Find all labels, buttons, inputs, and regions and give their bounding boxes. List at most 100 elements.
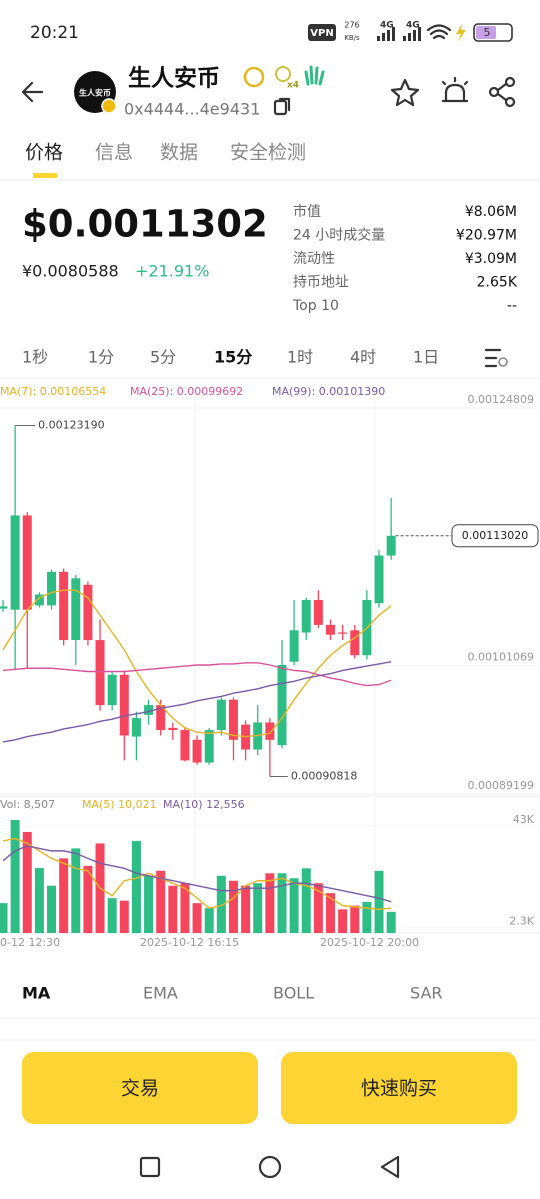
candle-body	[350, 630, 360, 656]
y-tick-label: 0.00089199	[468, 779, 534, 792]
quick-buy-button-label: 快速购买	[361, 1078, 437, 1100]
battery	[473, 23, 513, 42]
timeframe[interactable]: 1秒	[22, 348, 48, 367]
chart-settings-dot	[498, 357, 508, 367]
volume-bar	[168, 885, 178, 933]
net-type: 4G	[406, 21, 420, 31]
signal-1	[377, 27, 395, 41]
candle-body	[107, 674, 117, 706]
volume-bar	[0, 903, 8, 933]
net-speed: 276	[344, 21, 359, 30]
indicator-active[interactable]: MA	[22, 984, 51, 1003]
price-usd: $0.0011302	[22, 203, 268, 246]
tab-active[interactable]: 价格	[25, 142, 63, 164]
timeframe[interactable]: 4时	[350, 348, 376, 367]
stat-value: 2.65K	[477, 275, 518, 291]
v-icon	[275, 66, 291, 82]
quick-buy-button[interactable]	[281, 1052, 517, 1124]
timeframe[interactable]: 5分	[150, 348, 176, 367]
tab[interactable]: 信息	[95, 142, 133, 164]
indicator[interactable]: BOLL	[273, 984, 314, 1003]
candle-body	[83, 584, 93, 641]
candle-body	[71, 578, 81, 641]
candle-body	[289, 630, 299, 662]
volume-bar	[362, 901, 372, 933]
volume-bar	[10, 820, 20, 933]
candle-body	[131, 718, 141, 737]
charge-icon	[456, 24, 466, 42]
timeframe-active[interactable]: 15分	[214, 348, 252, 367]
nav-recent[interactable]	[139, 1156, 161, 1178]
volume-bar	[386, 911, 396, 933]
contract-address: 0x4444...4e9431	[124, 100, 260, 119]
favorite-button[interactable]	[390, 78, 420, 107]
stat-label: 流动性	[293, 251, 335, 267]
badge-count: x4	[287, 81, 299, 91]
volume-bar	[34, 868, 44, 933]
volume-bar	[301, 868, 311, 933]
candle-body	[95, 640, 105, 706]
back-button[interactable]	[21, 81, 44, 103]
alert-button[interactable]	[441, 76, 469, 103]
candle-body	[204, 730, 214, 763]
volume-bar	[156, 870, 166, 933]
volume-bar	[59, 858, 69, 933]
indicator[interactable]: EMA	[143, 984, 178, 1003]
timeframe[interactable]: 1日	[413, 348, 439, 367]
volume-ma-line	[2, 837, 392, 911]
vpn: VPN	[310, 28, 333, 39]
ma-line	[2, 662, 392, 687]
stat-label: 市值	[293, 203, 321, 220]
candle-body	[277, 664, 287, 746]
share-button[interactable]	[488, 76, 516, 108]
volume-bar	[47, 885, 57, 933]
stat-value: ¥20.97M	[456, 228, 517, 244]
candle-body	[34, 594, 44, 606]
volume-bar	[265, 873, 275, 933]
candle-body	[265, 722, 275, 740]
volume-bar	[338, 909, 348, 933]
candle-body	[10, 515, 20, 610]
y-tick-label: 0.00101069	[468, 650, 534, 663]
wifi-icon	[426, 24, 452, 40]
vpn-box	[308, 24, 336, 41]
candle-body	[338, 632, 348, 634]
volume-bar	[144, 875, 154, 933]
volume-bar	[241, 885, 251, 933]
volume-bar	[326, 893, 336, 933]
stat-value: ¥8.06M	[465, 204, 517, 220]
copy-icon[interactable]	[273, 99, 288, 116]
avatar-text: 生人安币	[79, 88, 111, 98]
chart-settings[interactable]	[484, 348, 502, 368]
volume-bar	[313, 883, 323, 933]
candle-body	[326, 624, 336, 635]
candle-body	[386, 535, 396, 556]
volume-legend: Vol: 8,507	[0, 798, 55, 811]
x-label: 0-12 12:30	[0, 936, 60, 949]
trade-button[interactable]	[22, 1052, 258, 1124]
indicator[interactable]: SAR	[410, 984, 443, 1003]
nav-back[interactable]	[380, 1155, 400, 1179]
volume-tick-label: 43K	[513, 813, 535, 826]
ma-line	[2, 661, 392, 743]
timeframe[interactable]: 1时	[287, 348, 313, 367]
token-title: 生人安币	[128, 65, 220, 92]
stat-label: 持币地址	[293, 275, 349, 291]
candlestick-chart: 0.00089199 0.00101069 0.00124809 2.3K 43K MA(…	[0, 385, 540, 933]
volume-ma-legend: MA(10) 12,556	[163, 798, 245, 811]
last-price-box	[451, 524, 539, 548]
nav-home[interactable]	[258, 1155, 282, 1179]
timeframe[interactable]: 1分	[88, 348, 114, 367]
stat-label: 24 小时成交量	[293, 227, 385, 244]
price-change: +21.91%	[135, 262, 209, 281]
tab[interactable]: 安全检测	[230, 142, 306, 164]
tab[interactable]: 数据	[160, 142, 198, 164]
candle-body	[301, 599, 311, 633]
volume-ma-legend: MA(5) 10,021	[82, 798, 157, 811]
battery-level	[476, 26, 496, 39]
candle-body	[180, 730, 190, 761]
ma-legend: MA(99): 0.00101390	[272, 385, 385, 398]
copy-icon-back	[278, 97, 291, 112]
volume-bar	[277, 873, 287, 933]
volume-bar	[22, 831, 32, 933]
